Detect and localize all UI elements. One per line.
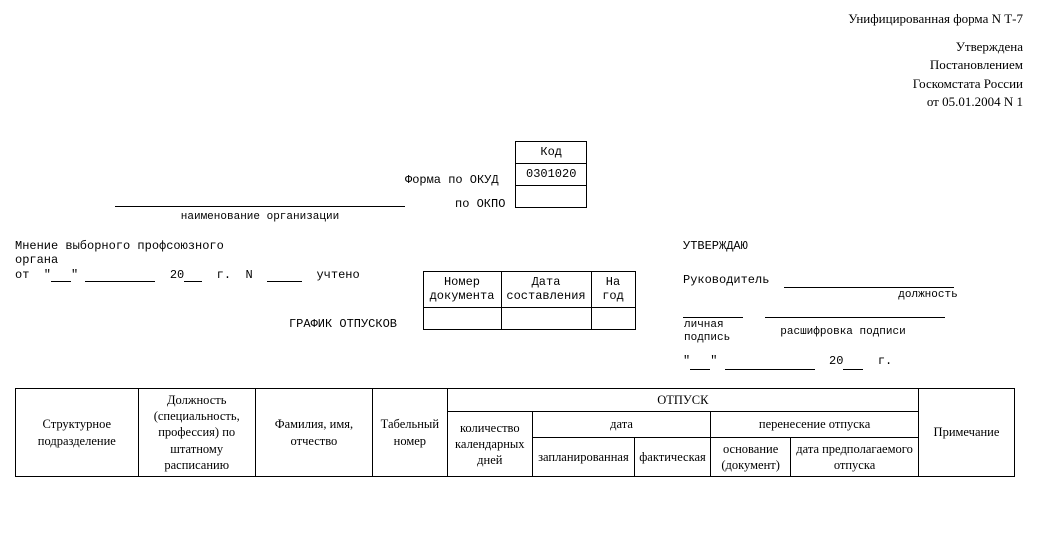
col-note: Примечание	[919, 388, 1015, 476]
doc-meta-table: Номер документа Дата составления На год	[423, 271, 636, 330]
col-tabnum: Табельный номер	[373, 388, 448, 476]
col-structure: Структурное подразделение	[16, 388, 139, 476]
col-planned: запланированная	[532, 437, 634, 477]
date-no-line: от 05.01.2004 N 1	[15, 93, 1023, 111]
decree-line: Постановлением	[15, 56, 1023, 74]
sign-cap-b: расшифровка подписи	[743, 318, 943, 346]
sign-field[interactable]	[683, 303, 743, 318]
vacation-table: Структурное подразделение Должность (спе…	[15, 388, 1015, 477]
okud-label: Форма по ОКУД	[405, 173, 499, 187]
union-n-label: N	[245, 268, 252, 282]
okpo-label: по ОКПО	[455, 197, 505, 211]
doc-col3: На год	[591, 271, 635, 307]
col-position: Должность (специальность, профессия) по …	[138, 388, 255, 476]
doc-col2: Дата составления	[501, 271, 591, 307]
okud-value: 0301020	[516, 163, 587, 185]
position-field[interactable]	[784, 273, 954, 288]
doc-year-cell[interactable]	[591, 307, 635, 329]
union-opinion-block: Мнение выборного профсоюзного органа от …	[15, 239, 405, 331]
union-day-field[interactable]	[51, 267, 71, 282]
col-reason: основание (документ)	[711, 437, 791, 477]
sign-decipher-field[interactable]	[765, 303, 945, 318]
approve-block: УТВЕРЖДАЮ Руководитель должность личная …	[653, 239, 1023, 370]
org-caption: наименование организации	[115, 211, 405, 223]
okpo-value	[516, 185, 587, 207]
doc-col1: Номер документа	[423, 271, 501, 307]
col-new-date: дата предполагаемого отпуска	[791, 437, 919, 477]
head-label: Руководитель	[683, 273, 769, 287]
doc-date-cell[interactable]	[501, 307, 591, 329]
approve-title: УТВЕРЖДАЮ	[683, 239, 1023, 255]
union-number-field[interactable]	[267, 267, 302, 282]
app-year-suffix: г.	[878, 354, 892, 368]
form-header: Унифицированная форма N Т-7 Утверждена П…	[15, 10, 1023, 111]
app-day-field[interactable]	[690, 355, 710, 370]
codes-table: Код 0301020	[515, 141, 587, 208]
union-month-field[interactable]	[85, 267, 155, 282]
col-date: дата	[532, 412, 710, 438]
agency-line: Госкомстата России	[15, 75, 1023, 93]
col-actual: фактическая	[634, 437, 710, 477]
col-days: количество календарных дней	[447, 412, 532, 477]
union-year-suffix: г.	[217, 268, 231, 282]
approved-line: Утверждена	[15, 38, 1023, 56]
position-caption: должность	[683, 288, 1023, 302]
col-vacation: ОТПУСК	[447, 388, 918, 411]
union-year-field[interactable]	[184, 267, 202, 282]
col-name: Фамилия, имя, отчество	[255, 388, 372, 476]
doc-number-cell[interactable]	[423, 307, 501, 329]
code-header: Код	[516, 141, 587, 163]
doc-title: ГРАФИК ОТПУСКОВ	[15, 317, 405, 331]
union-year-prefix: 20	[170, 268, 184, 282]
union-from: от	[15, 268, 29, 282]
union-line1: Мнение выборного профсоюзного	[15, 239, 405, 253]
union-line2: органа	[15, 253, 405, 267]
form-title: Унифицированная форма N Т-7	[15, 10, 1023, 28]
org-name-field[interactable]	[115, 195, 405, 211]
union-uchteno: учтено	[316, 268, 359, 282]
col-transfer: перенесение отпуска	[711, 412, 919, 438]
app-year-prefix: 20	[829, 354, 843, 368]
app-month-field[interactable]	[725, 355, 815, 370]
sign-cap-a: личная подпись	[683, 318, 743, 346]
app-year-field[interactable]	[843, 355, 863, 370]
